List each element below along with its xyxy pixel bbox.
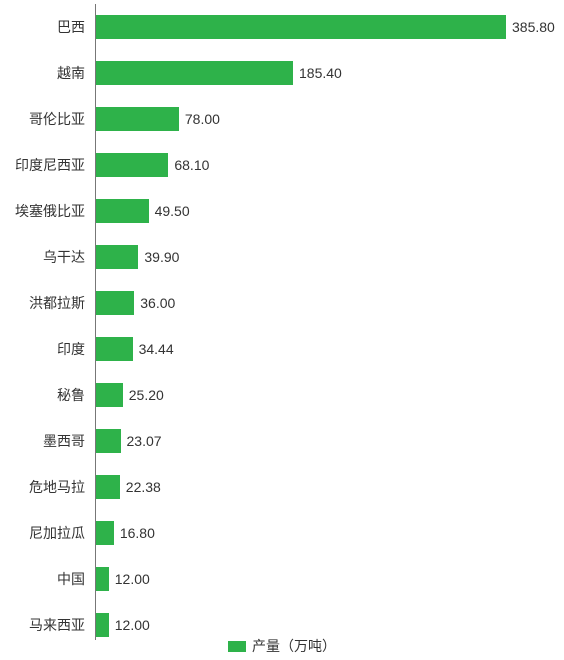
bar: [96, 613, 109, 637]
bar: [96, 153, 168, 177]
bar: [96, 199, 149, 223]
category-label: 尼加拉瓜: [0, 526, 85, 540]
value-label: 68.10: [174, 158, 209, 172]
category-label: 中国: [0, 572, 85, 586]
category-label: 印度尼西亚: [0, 158, 85, 172]
bar-row: 哥伦比亚 78.00: [0, 96, 564, 142]
category-label: 马来西亚: [0, 618, 85, 632]
bar: [96, 245, 138, 269]
value-label: 34.44: [139, 342, 174, 356]
bar: [96, 337, 133, 361]
bar: [96, 15, 506, 39]
legend-swatch: [228, 641, 246, 652]
value-label: 25.20: [129, 388, 164, 402]
bar-row: 尼加拉瓜 16.80: [0, 510, 564, 556]
bar: [96, 383, 123, 407]
value-label: 185.40: [299, 66, 342, 80]
bar: [96, 291, 134, 315]
bar: [96, 107, 179, 131]
value-label: 12.00: [115, 572, 150, 586]
bar-row: 危地马拉 22.38: [0, 464, 564, 510]
value-label: 36.00: [140, 296, 175, 310]
category-label: 越南: [0, 66, 85, 80]
bar: [96, 521, 114, 545]
category-label: 印度: [0, 342, 85, 356]
value-label: 49.50: [155, 204, 190, 218]
category-label: 洪都拉斯: [0, 296, 85, 310]
legend-text: 产量（万吨）: [252, 638, 336, 654]
legend: 产量（万吨）: [0, 636, 564, 656]
bar: [96, 475, 120, 499]
category-label: 哥伦比亚: [0, 112, 85, 126]
category-label: 乌干达: [0, 250, 85, 264]
bar-row: 越南 185.40: [0, 50, 564, 96]
bar-row: 印度尼西亚 68.10: [0, 142, 564, 188]
bar-chart: 巴西 385.80 越南 185.40 哥伦比亚 78.00 印度尼西亚 68.10 埃塞俄比亚…: [0, 0, 564, 660]
value-label: 16.80: [120, 526, 155, 540]
bar-row: 埃塞俄比亚 49.50: [0, 188, 564, 234]
value-label: 78.00: [185, 112, 220, 126]
bar: [96, 429, 121, 453]
value-label: 22.38: [126, 480, 161, 494]
category-label: 巴西: [0, 20, 85, 34]
value-label: 385.80: [512, 20, 555, 34]
bar-row: 洪都拉斯 36.00: [0, 280, 564, 326]
category-label: 秘鲁: [0, 388, 85, 402]
value-label: 23.07: [127, 434, 162, 448]
bar: [96, 567, 109, 591]
bar-row: 中国 12.00: [0, 556, 564, 602]
bar-row: 秘鲁 25.20: [0, 372, 564, 418]
value-label: 39.90: [144, 250, 179, 264]
category-label: 危地马拉: [0, 480, 85, 494]
value-label: 12.00: [115, 618, 150, 632]
bar-row: 巴西 385.80: [0, 4, 564, 50]
bar-row: 印度 34.44: [0, 326, 564, 372]
category-label: 墨西哥: [0, 434, 85, 448]
bar: [96, 61, 293, 85]
bar-row: 乌干达 39.90: [0, 234, 564, 280]
category-label: 埃塞俄比亚: [0, 204, 85, 218]
bar-row: 墨西哥 23.07: [0, 418, 564, 464]
